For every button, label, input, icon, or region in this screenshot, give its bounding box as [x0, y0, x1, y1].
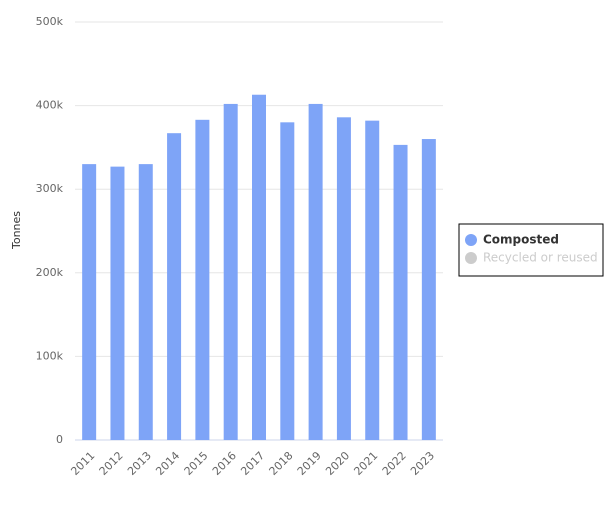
bar — [82, 164, 97, 440]
bar — [138, 164, 153, 440]
bar — [252, 94, 266, 441]
x-tick-label: 2016 — [210, 449, 239, 478]
x-tick-label: 2019 — [295, 449, 324, 478]
bar — [336, 117, 351, 440]
x-tick-label: 2015 — [182, 449, 211, 478]
bar — [421, 139, 436, 441]
x-tick-label: 2014 — [153, 449, 182, 478]
x-tick-label: 2023 — [408, 449, 437, 478]
x-tick-label: 2020 — [323, 449, 352, 478]
legend-label[interactable]: Composted — [483, 233, 559, 247]
legend-label[interactable]: Recycled or reused — [483, 251, 598, 265]
bar — [308, 103, 323, 440]
bar — [393, 144, 408, 440]
bar — [167, 133, 182, 441]
bar — [223, 103, 238, 440]
legend-marker[interactable] — [465, 252, 477, 264]
y-tick-label: 500k — [36, 15, 64, 28]
x-tick-label: 2022 — [380, 449, 409, 478]
bar — [365, 120, 380, 440]
x-tick-label: 2018 — [267, 449, 296, 478]
x-tick-label: 2021 — [351, 449, 380, 478]
x-tick-label: 2013 — [125, 449, 154, 478]
y-tick-label: 200k — [36, 266, 64, 279]
legend-marker[interactable] — [465, 234, 477, 246]
y-tick-label: 300k — [36, 182, 64, 195]
y-tick-label: 400k — [36, 99, 64, 112]
bar — [280, 122, 295, 440]
bar — [110, 166, 125, 441]
y-axis-label: Tonnes — [10, 211, 23, 250]
y-tick-label: 0 — [56, 433, 63, 446]
x-tick-label: 2011 — [68, 449, 97, 478]
x-tick-label: 2012 — [97, 449, 126, 478]
x-tick-label: 2017 — [238, 449, 267, 478]
y-tick-label: 100k — [36, 349, 64, 362]
bar — [195, 119, 210, 440]
legend-box — [458, 223, 604, 277]
